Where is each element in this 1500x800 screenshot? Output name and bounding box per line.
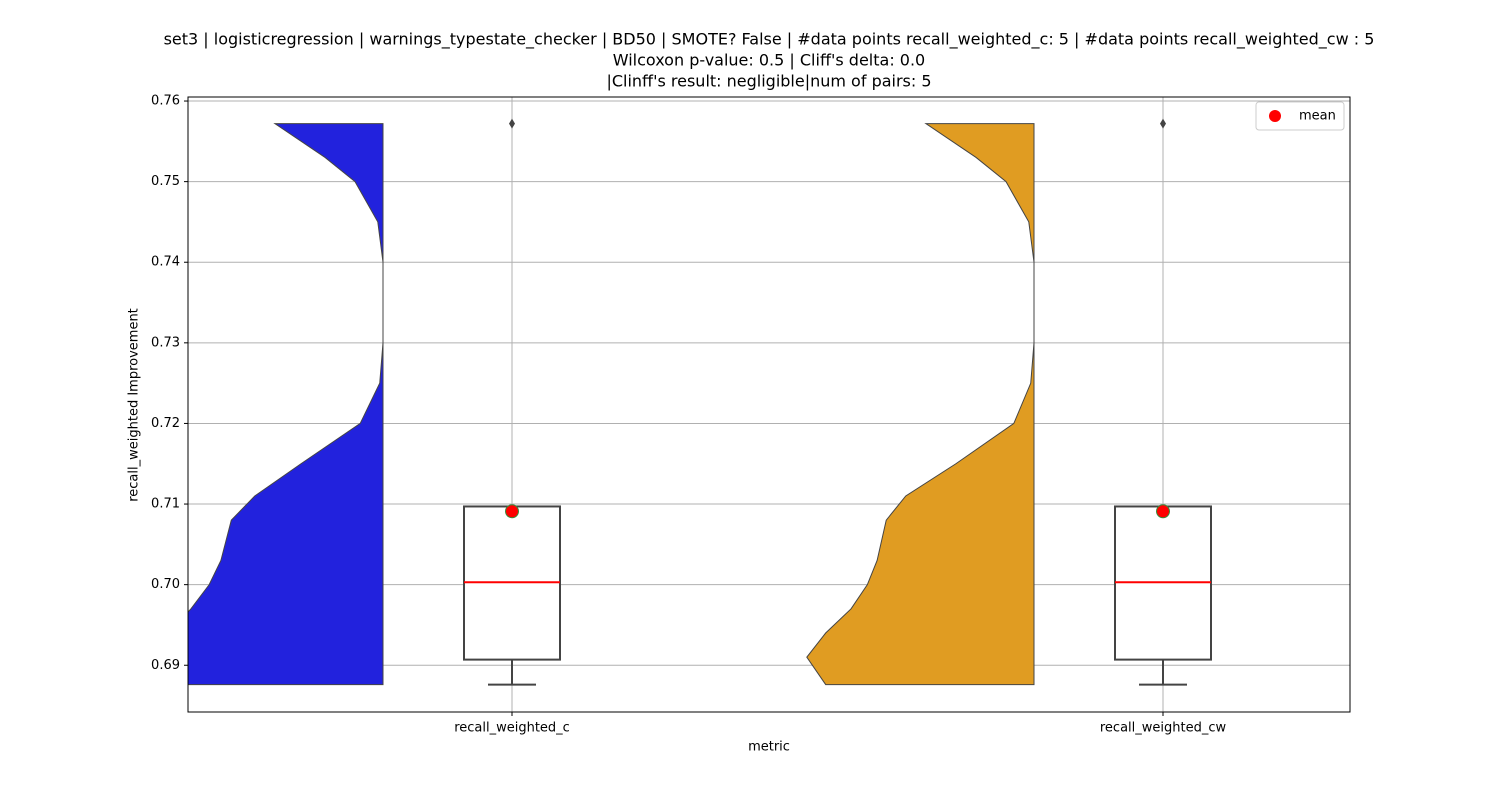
x-tick-label: recall_weighted_c [454, 721, 570, 736]
x-axis-label: metric [748, 740, 790, 755]
chart-subtitle: Wilcoxon p-value: 0.5 | Cliff's delta: 0… [613, 51, 925, 70]
plot-area [188, 97, 1350, 712]
y-axis-label: recall_weighted Improvement [127, 308, 142, 502]
chart-title: set3 | logisticregression | warnings_typ… [164, 30, 1375, 50]
legend-box [1255, 101, 1345, 131]
axes-frame [187, 96, 1351, 713]
mean-marker [505, 504, 519, 519]
x-tick-label: recall_weighted_cw [1100, 721, 1227, 736]
y-tick-label: 0.75 [151, 174, 180, 189]
y-tick-label: 0.69 [151, 658, 180, 673]
y-tick-label: 0.76 [151, 94, 180, 109]
overlay: 0.69 0.70 0.71 0.72 0.73 0.74 0.75 0.76 recall_w… [151, 94, 1351, 736]
y-tick-label: 0.70 [151, 577, 180, 592]
y-tick-label: 0.73 [151, 335, 180, 350]
y-tick-label: 0.74 [151, 255, 180, 270]
flier [509, 118, 515, 129]
y-tick-label: 0.72 [151, 416, 180, 431]
legend-label: mean [1299, 109, 1336, 124]
chart-subtitle: |Clinff's result: negligible|num of pair… [606, 72, 931, 91]
violin [188, 123, 384, 686]
flier [1160, 118, 1166, 129]
legend-marker [1269, 110, 1281, 122]
mean-marker [1156, 504, 1170, 519]
violin [806, 123, 1035, 686]
y-tick-label: 0.71 [151, 497, 180, 512]
